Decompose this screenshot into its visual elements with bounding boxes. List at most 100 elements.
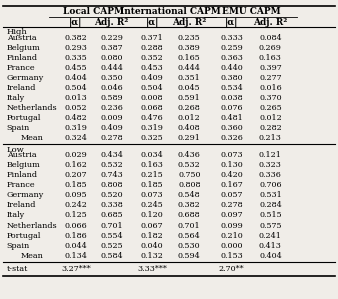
Text: 0.167: 0.167 <box>220 181 243 189</box>
Text: 0.067: 0.067 <box>141 222 163 230</box>
Text: 0.080: 0.080 <box>100 54 123 62</box>
Text: 0.034: 0.034 <box>141 151 164 159</box>
Text: 0.268: 0.268 <box>178 104 201 112</box>
Text: |α|: |α| <box>145 17 159 27</box>
Text: High: High <box>7 28 27 36</box>
Text: 3.33***: 3.33*** <box>137 265 167 273</box>
Text: 0.548: 0.548 <box>178 191 200 199</box>
Text: 0.389: 0.389 <box>178 44 201 52</box>
Text: 0.532: 0.532 <box>100 161 123 169</box>
Text: 0.293: 0.293 <box>65 44 88 52</box>
Text: Finland: Finland <box>7 171 38 179</box>
Text: France: France <box>7 181 35 189</box>
Text: 0.404: 0.404 <box>65 74 88 82</box>
Text: 0.319: 0.319 <box>65 124 88 132</box>
Text: 0.575: 0.575 <box>259 222 282 230</box>
Text: 0.413: 0.413 <box>259 242 282 250</box>
Text: 0.182: 0.182 <box>141 232 164 239</box>
Text: Portugal: Portugal <box>7 232 41 239</box>
Text: 0.701: 0.701 <box>100 222 123 230</box>
Text: 0.073: 0.073 <box>141 191 163 199</box>
Text: 0.125: 0.125 <box>65 211 88 219</box>
Text: Belgium: Belgium <box>7 161 41 169</box>
Text: 0.259: 0.259 <box>220 44 243 52</box>
Text: 0.351: 0.351 <box>178 74 201 82</box>
Text: Local CAPM: Local CAPM <box>63 7 124 16</box>
Text: 0.352: 0.352 <box>141 54 164 62</box>
Text: 0.534: 0.534 <box>220 84 243 92</box>
Text: 0.387: 0.387 <box>100 44 123 52</box>
Text: 0.066: 0.066 <box>65 222 88 230</box>
Text: 0.808: 0.808 <box>178 181 200 189</box>
Text: 0.235: 0.235 <box>178 34 201 42</box>
Text: Portugal: Portugal <box>7 114 41 122</box>
Text: 0.324: 0.324 <box>65 135 88 142</box>
Text: 0.016: 0.016 <box>259 84 282 92</box>
Text: 0.808: 0.808 <box>100 181 123 189</box>
Text: 0.012: 0.012 <box>259 114 282 122</box>
Text: 0.370: 0.370 <box>259 94 282 102</box>
Text: 0.564: 0.564 <box>178 232 201 239</box>
Text: 0.688: 0.688 <box>178 211 200 219</box>
Text: 0.241: 0.241 <box>259 232 282 239</box>
Text: 0.210: 0.210 <box>220 232 243 239</box>
Text: 0.455: 0.455 <box>65 64 87 72</box>
Text: 0.163: 0.163 <box>259 54 282 62</box>
Text: Italy: Italy <box>7 94 25 102</box>
Text: 3.27***: 3.27*** <box>61 265 91 273</box>
Text: 0.008: 0.008 <box>141 94 163 102</box>
Text: Italy: Italy <box>7 211 25 219</box>
Text: 0.591: 0.591 <box>178 94 201 102</box>
Text: 0.554: 0.554 <box>100 232 123 239</box>
Text: 0.165: 0.165 <box>178 54 201 62</box>
Text: 0.350: 0.350 <box>100 74 123 82</box>
Text: |α|: |α| <box>69 17 83 27</box>
Text: 0.335: 0.335 <box>65 54 88 62</box>
Text: 0.046: 0.046 <box>100 84 123 92</box>
Text: 0.284: 0.284 <box>259 202 282 209</box>
Text: |α|: |α| <box>225 17 238 27</box>
Text: 0.099: 0.099 <box>220 222 243 230</box>
Text: Netherlands: Netherlands <box>7 104 57 112</box>
Text: 0.525: 0.525 <box>100 242 123 250</box>
Text: 0.333: 0.333 <box>220 34 243 42</box>
Text: 0.706: 0.706 <box>259 181 282 189</box>
Text: 0.068: 0.068 <box>141 104 163 112</box>
Text: 0.229: 0.229 <box>100 34 123 42</box>
Text: 0.404: 0.404 <box>259 252 282 260</box>
Text: 0.336: 0.336 <box>259 171 282 179</box>
Text: 0.743: 0.743 <box>100 171 123 179</box>
Text: 0.095: 0.095 <box>65 191 87 199</box>
Text: 0.044: 0.044 <box>65 242 88 250</box>
Text: 0.532: 0.532 <box>178 161 201 169</box>
Text: 0.444: 0.444 <box>178 64 201 72</box>
Text: Spain: Spain <box>7 242 30 250</box>
Text: 0.130: 0.130 <box>220 161 243 169</box>
Text: 0.134: 0.134 <box>65 252 88 260</box>
Text: 0.040: 0.040 <box>141 242 163 250</box>
Text: 0.338: 0.338 <box>100 202 123 209</box>
Text: 0.436: 0.436 <box>178 151 201 159</box>
Text: Mean: Mean <box>20 135 43 142</box>
Text: 0.481: 0.481 <box>220 114 243 122</box>
Text: 0.380: 0.380 <box>220 74 243 82</box>
Text: Mean: Mean <box>20 252 43 260</box>
Text: 0.265: 0.265 <box>259 104 282 112</box>
Text: EMU CAPM: EMU CAPM <box>222 7 280 16</box>
Text: 0.360: 0.360 <box>220 124 243 132</box>
Text: 0.750: 0.750 <box>178 171 200 179</box>
Text: 0.013: 0.013 <box>65 94 88 102</box>
Text: 0.382: 0.382 <box>65 34 88 42</box>
Text: 0.186: 0.186 <box>65 232 88 239</box>
Text: Belgium: Belgium <box>7 44 41 52</box>
Text: 0.213: 0.213 <box>259 135 282 142</box>
Text: 0.594: 0.594 <box>178 252 201 260</box>
Text: 0.363: 0.363 <box>220 54 243 62</box>
Text: 0.504: 0.504 <box>141 84 163 92</box>
Text: Adj. R²: Adj. R² <box>172 18 207 27</box>
Text: Ireland: Ireland <box>7 84 36 92</box>
Text: International CAPM: International CAPM <box>120 7 221 16</box>
Text: Austria: Austria <box>7 34 37 42</box>
Text: Germany: Germany <box>7 191 44 199</box>
Text: 0.326: 0.326 <box>220 135 243 142</box>
